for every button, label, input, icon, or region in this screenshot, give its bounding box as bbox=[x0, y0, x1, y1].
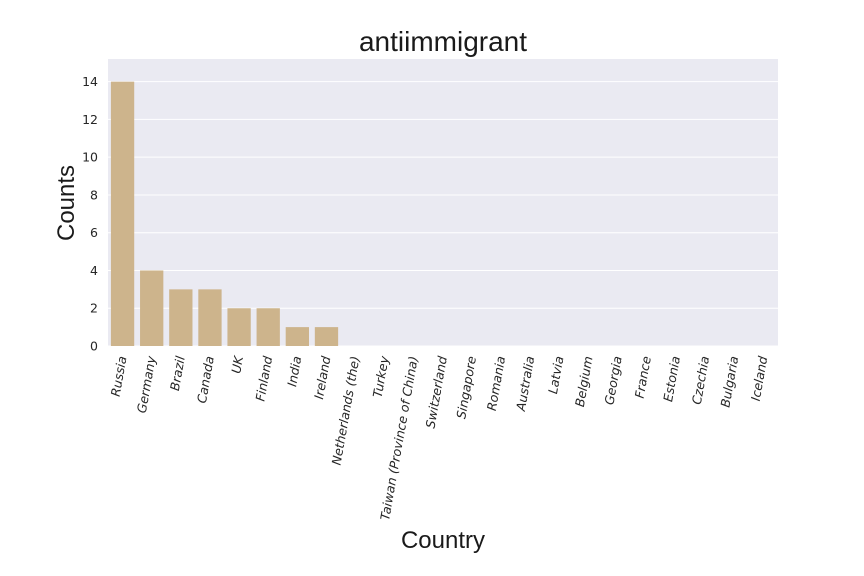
bar bbox=[285, 327, 309, 346]
bar bbox=[256, 308, 280, 346]
y-tick-label: 12 bbox=[82, 112, 98, 127]
x-tick-label: Ireland bbox=[311, 355, 333, 401]
x-tick-label: Canada bbox=[194, 355, 217, 404]
x-tick-label: Romania bbox=[484, 355, 508, 412]
x-tick-labels: Russia Germany Brazil Canada UK Finland India I… bbox=[108, 353, 771, 521]
x-tick-label: India bbox=[284, 355, 304, 388]
bar bbox=[227, 308, 251, 346]
bar bbox=[198, 289, 222, 346]
y-tick-label: 6 bbox=[90, 225, 98, 240]
bar bbox=[169, 289, 193, 346]
x-tick-label: Bulgaria bbox=[717, 355, 741, 409]
x-tick-label: Singapore bbox=[453, 355, 479, 420]
x-tick-label: Belgium bbox=[572, 355, 596, 408]
x-tick-label: Turkey bbox=[370, 354, 392, 398]
x-tick-label: Russia bbox=[108, 355, 130, 398]
x-tick-label: Iceland bbox=[748, 355, 771, 402]
x-tick-label: UK bbox=[228, 353, 246, 374]
x-tick-label: France bbox=[632, 355, 654, 400]
y-tick-label: 4 bbox=[90, 263, 98, 278]
x-tick-label: Georgia bbox=[601, 355, 624, 406]
bar bbox=[140, 270, 164, 346]
y-axis-label: Counts bbox=[53, 165, 80, 241]
x-tick-label: Estonia bbox=[660, 355, 683, 403]
y-tick-label: 14 bbox=[82, 74, 98, 89]
x-tick-label: Latvia bbox=[545, 355, 566, 395]
x-tick-label: Switzerland bbox=[423, 355, 450, 429]
y-tick-label: 0 bbox=[90, 339, 98, 354]
x-axis-label: Country bbox=[401, 527, 485, 554]
x-tick-label: Finland bbox=[252, 355, 275, 403]
x-tick-label: Germany bbox=[134, 354, 159, 414]
bar bbox=[110, 81, 135, 346]
x-tick-label: Czechia bbox=[689, 355, 712, 406]
y-tick-label: 8 bbox=[90, 187, 98, 202]
x-tick-label: Australia bbox=[513, 355, 538, 413]
x-tick-label: Brazil bbox=[167, 354, 188, 391]
y-tick-label: 10 bbox=[82, 150, 98, 165]
bars bbox=[110, 81, 339, 346]
bar bbox=[314, 327, 339, 346]
y-tick-label: 2 bbox=[90, 301, 98, 316]
y-tick-labels: 0 2 4 6 8 10 12 14 bbox=[82, 74, 98, 353]
x-tick-label: Netherlands (the) bbox=[329, 355, 363, 466]
chart-title: antiimmigrant bbox=[359, 26, 527, 57]
